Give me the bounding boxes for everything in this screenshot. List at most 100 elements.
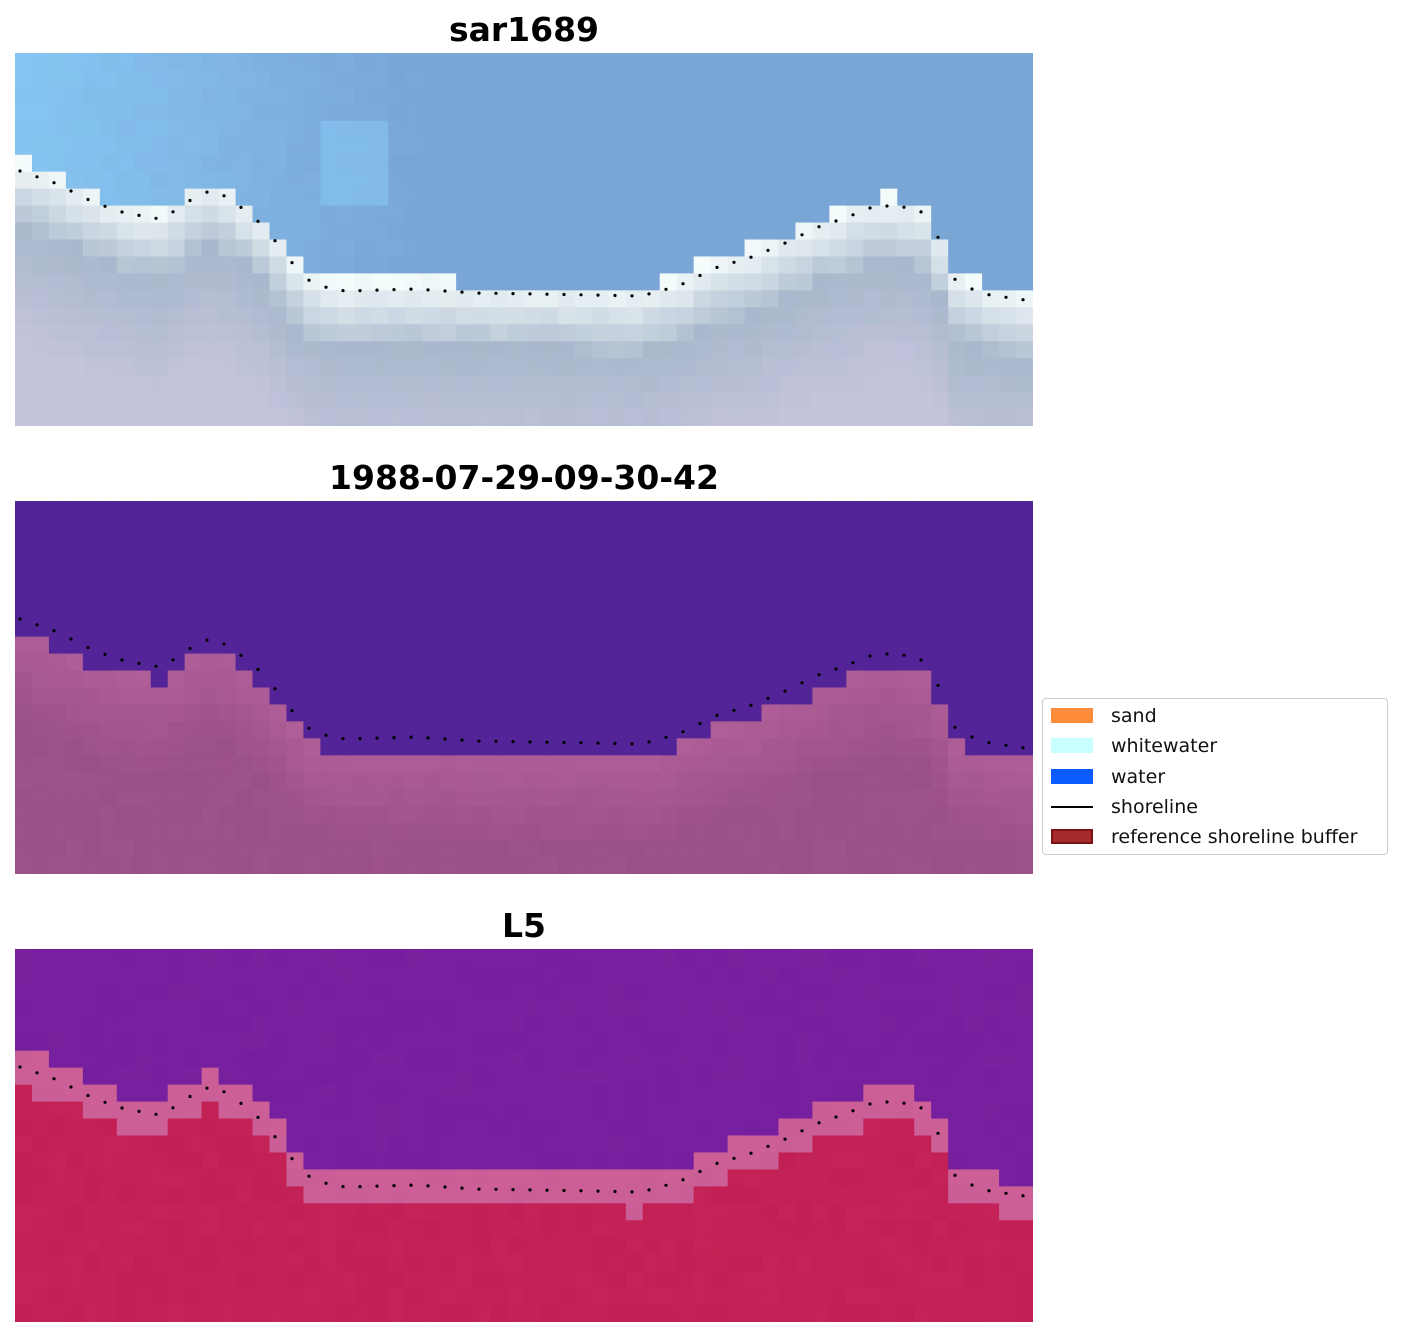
class-pixel — [948, 806, 966, 824]
index-pixel — [642, 1220, 661, 1238]
class-pixel — [693, 687, 712, 706]
rgb-pixel — [269, 188, 288, 207]
rgb-pixel — [15, 239, 33, 258]
class-pixel — [490, 840, 508, 858]
class-pixel — [829, 687, 847, 706]
class-pixel — [354, 517, 372, 536]
class-pixel — [812, 534, 830, 553]
class-pixel — [693, 551, 712, 570]
index-pixel — [795, 1254, 814, 1272]
rgb-pixel — [693, 341, 712, 359]
class-pixel — [286, 585, 305, 604]
rgb-pixel — [31, 69, 50, 88]
class-pixel — [473, 806, 491, 824]
class-pixel — [286, 755, 305, 773]
index-pixel — [608, 1288, 627, 1306]
rgb-pixel — [116, 171, 135, 190]
class-pixel — [116, 687, 135, 706]
class-pixel — [507, 840, 525, 858]
class-pixel — [286, 534, 305, 553]
rgb-pixel — [727, 290, 746, 308]
rgb-pixel — [880, 171, 898, 190]
class-pixel — [473, 687, 491, 706]
rgb-pixel — [608, 239, 627, 258]
class-pixel — [99, 517, 118, 536]
class-pixel — [557, 806, 576, 824]
rgb-pixel — [727, 222, 746, 241]
rgb-pixel — [235, 409, 254, 426]
index-pixel — [337, 1118, 355, 1137]
index-image-panel — [15, 949, 1033, 1322]
rgb-pixel — [931, 290, 949, 308]
index-pixel — [693, 1050, 712, 1069]
index-pixel — [524, 1254, 542, 1272]
index-pixel — [490, 1186, 508, 1204]
class-pixel — [778, 687, 797, 706]
rgb-pixel — [48, 171, 67, 190]
class-pixel — [320, 687, 338, 706]
class-pixel — [540, 840, 559, 858]
rgb-pixel — [693, 307, 712, 325]
rgb-pixel — [557, 137, 576, 156]
rgb-pixel — [116, 205, 135, 224]
shoreline-point — [868, 206, 872, 210]
shoreline-point — [851, 1109, 855, 1113]
rgb-pixel — [15, 86, 33, 105]
index-pixel — [490, 1305, 508, 1322]
class-pixel — [218, 806, 237, 824]
index-pixel — [507, 1220, 525, 1238]
rgb-pixel — [948, 358, 966, 376]
class-pixel — [1016, 602, 1033, 621]
index-pixel — [82, 999, 101, 1018]
index-pixel — [557, 1152, 576, 1170]
rgb-pixel — [133, 307, 152, 325]
class-pixel — [303, 738, 321, 756]
rgb-pixel — [371, 239, 389, 258]
rgb-pixel — [439, 324, 457, 342]
rgb-pixel — [235, 137, 254, 156]
rgb-pixel — [473, 53, 491, 71]
class-pixel — [676, 840, 695, 858]
index-pixel — [507, 1118, 525, 1137]
class-pixel — [303, 704, 321, 722]
shoreline-point — [528, 1188, 532, 1192]
class-pixel — [133, 738, 152, 756]
class-pixel — [625, 823, 644, 841]
class-pixel — [507, 789, 525, 807]
index-pixel — [846, 1033, 864, 1052]
rgb-pixel — [269, 137, 288, 156]
rgb-pixel — [829, 392, 847, 410]
index-pixel — [150, 1254, 169, 1272]
class-pixel — [133, 772, 152, 790]
rgb-pixel — [659, 137, 678, 156]
rgb-pixel — [456, 120, 474, 139]
rgb-pixel — [48, 154, 67, 173]
class-pixel — [303, 619, 321, 638]
shoreline-point — [477, 291, 481, 295]
rgb-pixel — [557, 103, 576, 122]
class-pixel — [778, 568, 797, 587]
index-pixel — [456, 1169, 474, 1187]
class-pixel — [914, 501, 932, 519]
index-pixel — [948, 1033, 966, 1052]
index-pixel — [388, 1186, 406, 1204]
index-pixel — [982, 1305, 1000, 1322]
class-pixel — [574, 551, 593, 570]
class-pixel — [948, 857, 966, 874]
index-pixel — [676, 1169, 695, 1187]
index-pixel — [371, 1084, 389, 1103]
rgb-pixel — [897, 358, 915, 376]
rgb-pixel — [388, 307, 406, 325]
rgb-pixel — [880, 53, 898, 71]
rgb-pixel — [456, 154, 474, 173]
class-pixel — [150, 806, 169, 824]
rgb-pixel — [608, 154, 627, 173]
class-pixel — [659, 772, 678, 790]
index-pixel — [99, 1288, 118, 1306]
rgb-pixel — [524, 103, 542, 122]
class-pixel — [914, 840, 932, 858]
rgb-pixel — [591, 341, 610, 359]
rgb-pixel — [574, 188, 593, 207]
index-pixel — [625, 1084, 644, 1103]
index-pixel — [65, 1152, 84, 1170]
